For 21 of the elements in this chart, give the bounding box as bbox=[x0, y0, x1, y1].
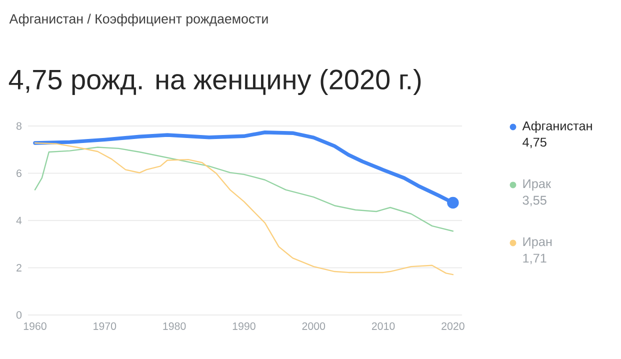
text: 1,71 bbox=[523, 254, 546, 264]
x-tick-label: 2010 bbox=[372, 322, 395, 330]
y-tick-label: 6 bbox=[16, 169, 22, 178]
x-tick-label: 1970 bbox=[94, 322, 116, 330]
legend-label: Ирак bbox=[523, 179, 552, 191]
x-tick-label: 1990 bbox=[232, 322, 256, 330]
x-tick-label: 2020 bbox=[442, 322, 464, 330]
y-tick-label: 2 bbox=[16, 264, 22, 272]
y-tick-label: 8 bbox=[16, 122, 22, 130]
y-tick-label: 0 bbox=[16, 311, 22, 319]
chart-subtitle: Афганистан / Коэффициент рождаемости bbox=[9, 14, 268, 26]
legend-label: Иран bbox=[523, 237, 552, 249]
x-tick-label: 1960 bbox=[24, 322, 46, 330]
text: 3,55 bbox=[522, 196, 546, 206]
legend-label: Афганистан bbox=[522, 121, 592, 133]
x-tick-label: 2000 bbox=[302, 322, 326, 330]
text: 4,75 bbox=[522, 138, 546, 148]
x-tick-label: 1980 bbox=[163, 322, 186, 330]
line-series bbox=[34, 142, 454, 276]
chart-title: 4,75 рожд. на женщину (2020 г.) bbox=[8, 68, 421, 96]
y-tick-label: 4 bbox=[16, 216, 22, 224]
